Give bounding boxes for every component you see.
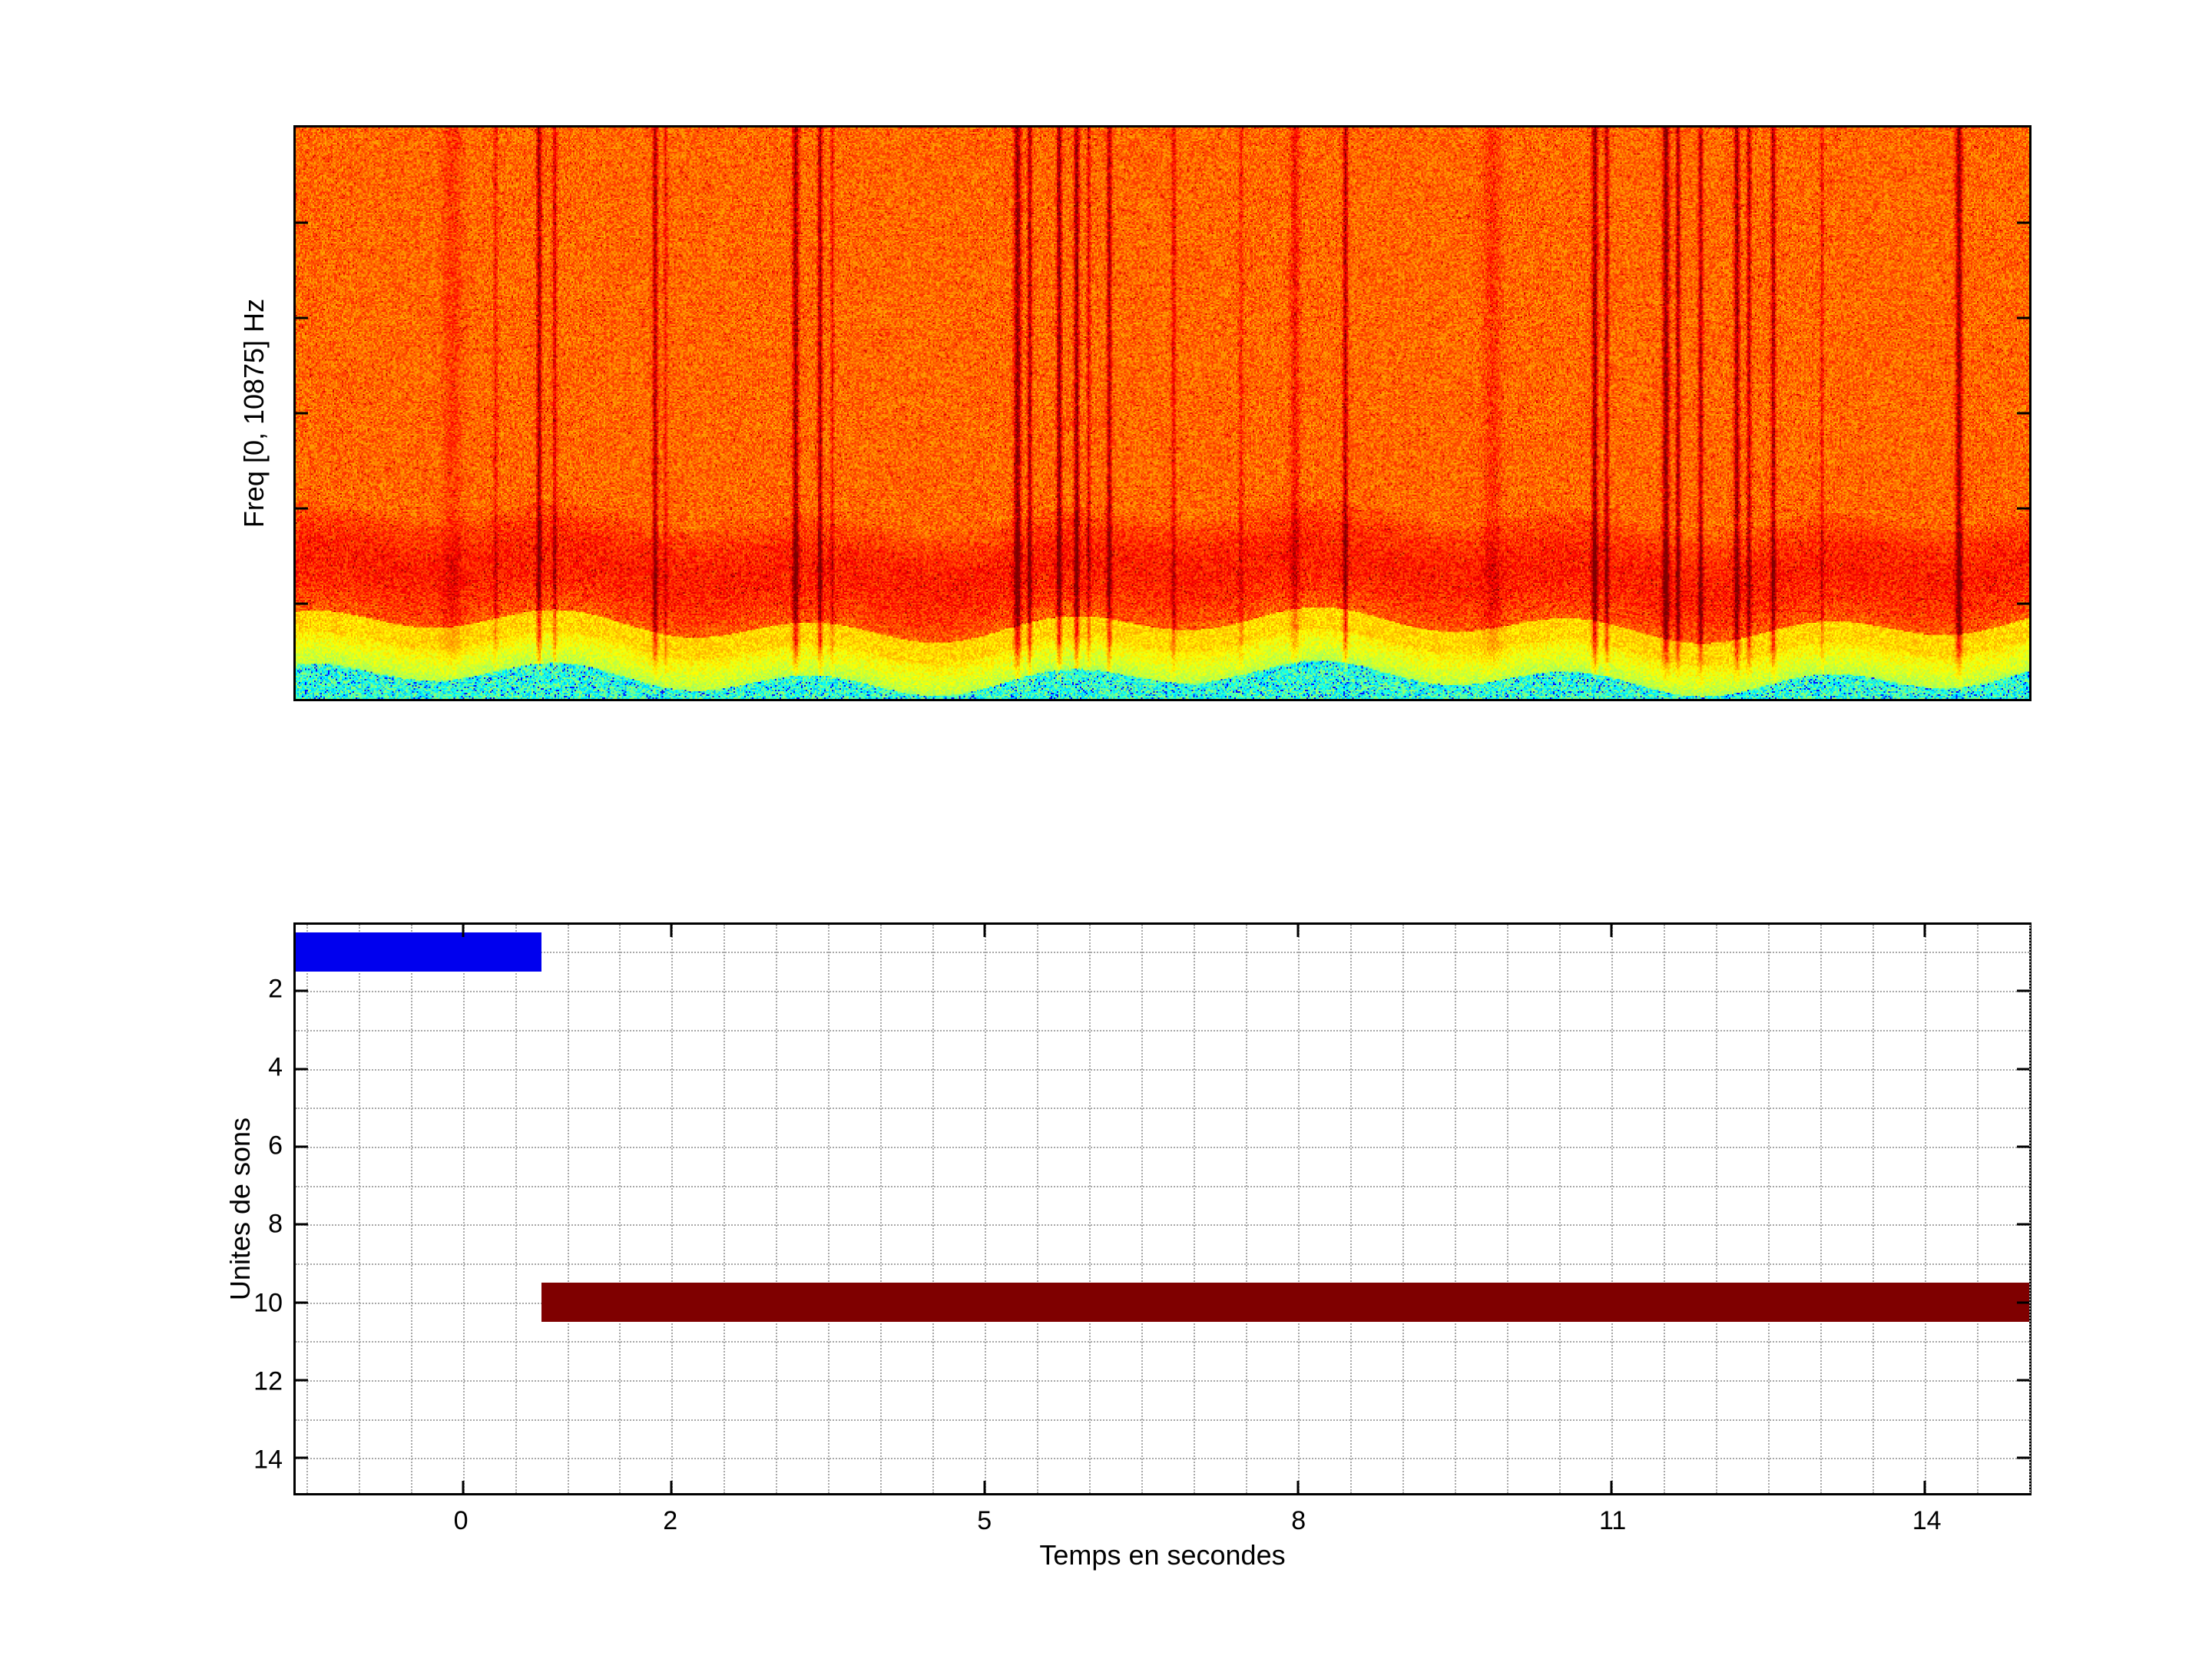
spectrogram-ylabel-wrap: Freq [0, 10875] Hz	[227, 125, 281, 701]
y-axis-tick	[296, 990, 308, 992]
y-tick-label: 10	[253, 1288, 283, 1318]
y-axis-tick	[296, 1224, 308, 1226]
x-axis-tick	[1611, 1481, 1613, 1493]
spectrogram-freq-tick	[296, 412, 308, 415]
x-tick-label: 2	[663, 1506, 677, 1536]
y-axis-tick	[296, 1145, 308, 1147]
y-tick-label: 6	[268, 1131, 283, 1161]
figure-canvas: Freq [0, 10875] Hz Unites de sons Temps …	[0, 0, 2212, 1659]
x-axis-tick	[671, 925, 673, 937]
y-tick-label: 12	[253, 1366, 283, 1396]
units-xlabel: Temps en secondes	[293, 1539, 2032, 1571]
y-tick-label: 4	[268, 1053, 283, 1083]
y-tick-label: 2	[268, 974, 283, 1004]
y-axis-tick	[2017, 1145, 2029, 1147]
y-axis-tick	[2017, 1379, 2029, 1382]
x-tick-label: 14	[1912, 1506, 1942, 1536]
y-axis-tick	[296, 1379, 308, 1382]
units-plot-area	[293, 922, 2032, 1495]
x-tick-label: 5	[977, 1506, 992, 1536]
x-axis-tick	[462, 925, 464, 937]
spectrogram-freq-tick	[2017, 222, 2029, 224]
x-axis-tick	[1611, 925, 1613, 937]
spectrogram-plot-area	[293, 125, 2032, 701]
x-axis-tick	[462, 1481, 464, 1493]
x-tick-labels: 0 2 5 8 11 14	[293, 1506, 2032, 1541]
y-tick-label: 8	[268, 1210, 283, 1240]
spectrogram-freq-tick	[296, 222, 308, 224]
x-axis-tick	[671, 1481, 673, 1493]
y-axis-tick	[296, 1068, 308, 1070]
spectrogram-freq-tick	[2017, 508, 2029, 510]
spectrogram-freq-tick	[2017, 317, 2029, 320]
grid-line-vertical	[2029, 925, 2031, 1493]
y-axis-tick	[2017, 1068, 2029, 1070]
spectrogram-freq-tick	[2017, 603, 2029, 605]
y-axis-tick	[2017, 990, 2029, 992]
spectrogram-freq-tick	[296, 508, 308, 510]
units-ylabel: Unites de sons	[224, 1118, 257, 1300]
x-tick-label: 0	[454, 1506, 469, 1536]
x-tick-label: 8	[1291, 1506, 1306, 1536]
spectrogram-freq-tick	[296, 603, 308, 605]
spectrogram-freq-tick	[2017, 412, 2029, 415]
x-axis-tick	[984, 1481, 986, 1493]
y-axis-tick	[296, 1301, 308, 1303]
tick-marks-layer	[296, 925, 2029, 1493]
spectrogram-tick-marks	[296, 127, 2029, 699]
x-axis-tick	[1297, 1481, 1300, 1493]
spectrogram-freq-tick	[296, 317, 308, 320]
x-axis-tick	[984, 925, 986, 937]
x-tick-label: 11	[1599, 1506, 1626, 1536]
units-ylabel-wrap: Unites de sons	[214, 922, 267, 1495]
y-axis-tick	[2017, 1224, 2029, 1226]
x-axis-tick	[1924, 925, 1926, 937]
x-axis-tick	[1297, 925, 1300, 937]
y-axis-tick	[296, 1457, 308, 1459]
spectrogram-ylabel: Freq [0, 10875] Hz	[238, 299, 270, 528]
x-axis-tick	[1924, 1481, 1926, 1493]
y-axis-tick	[2017, 1301, 2029, 1303]
y-axis-tick	[2017, 1457, 2029, 1459]
y-tick-label: 14	[253, 1445, 283, 1475]
